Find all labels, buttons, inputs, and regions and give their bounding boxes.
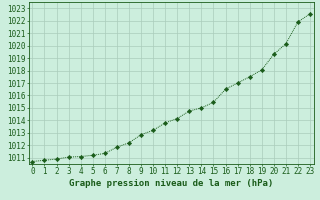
X-axis label: Graphe pression niveau de la mer (hPa): Graphe pression niveau de la mer (hPa) (69, 179, 273, 188)
